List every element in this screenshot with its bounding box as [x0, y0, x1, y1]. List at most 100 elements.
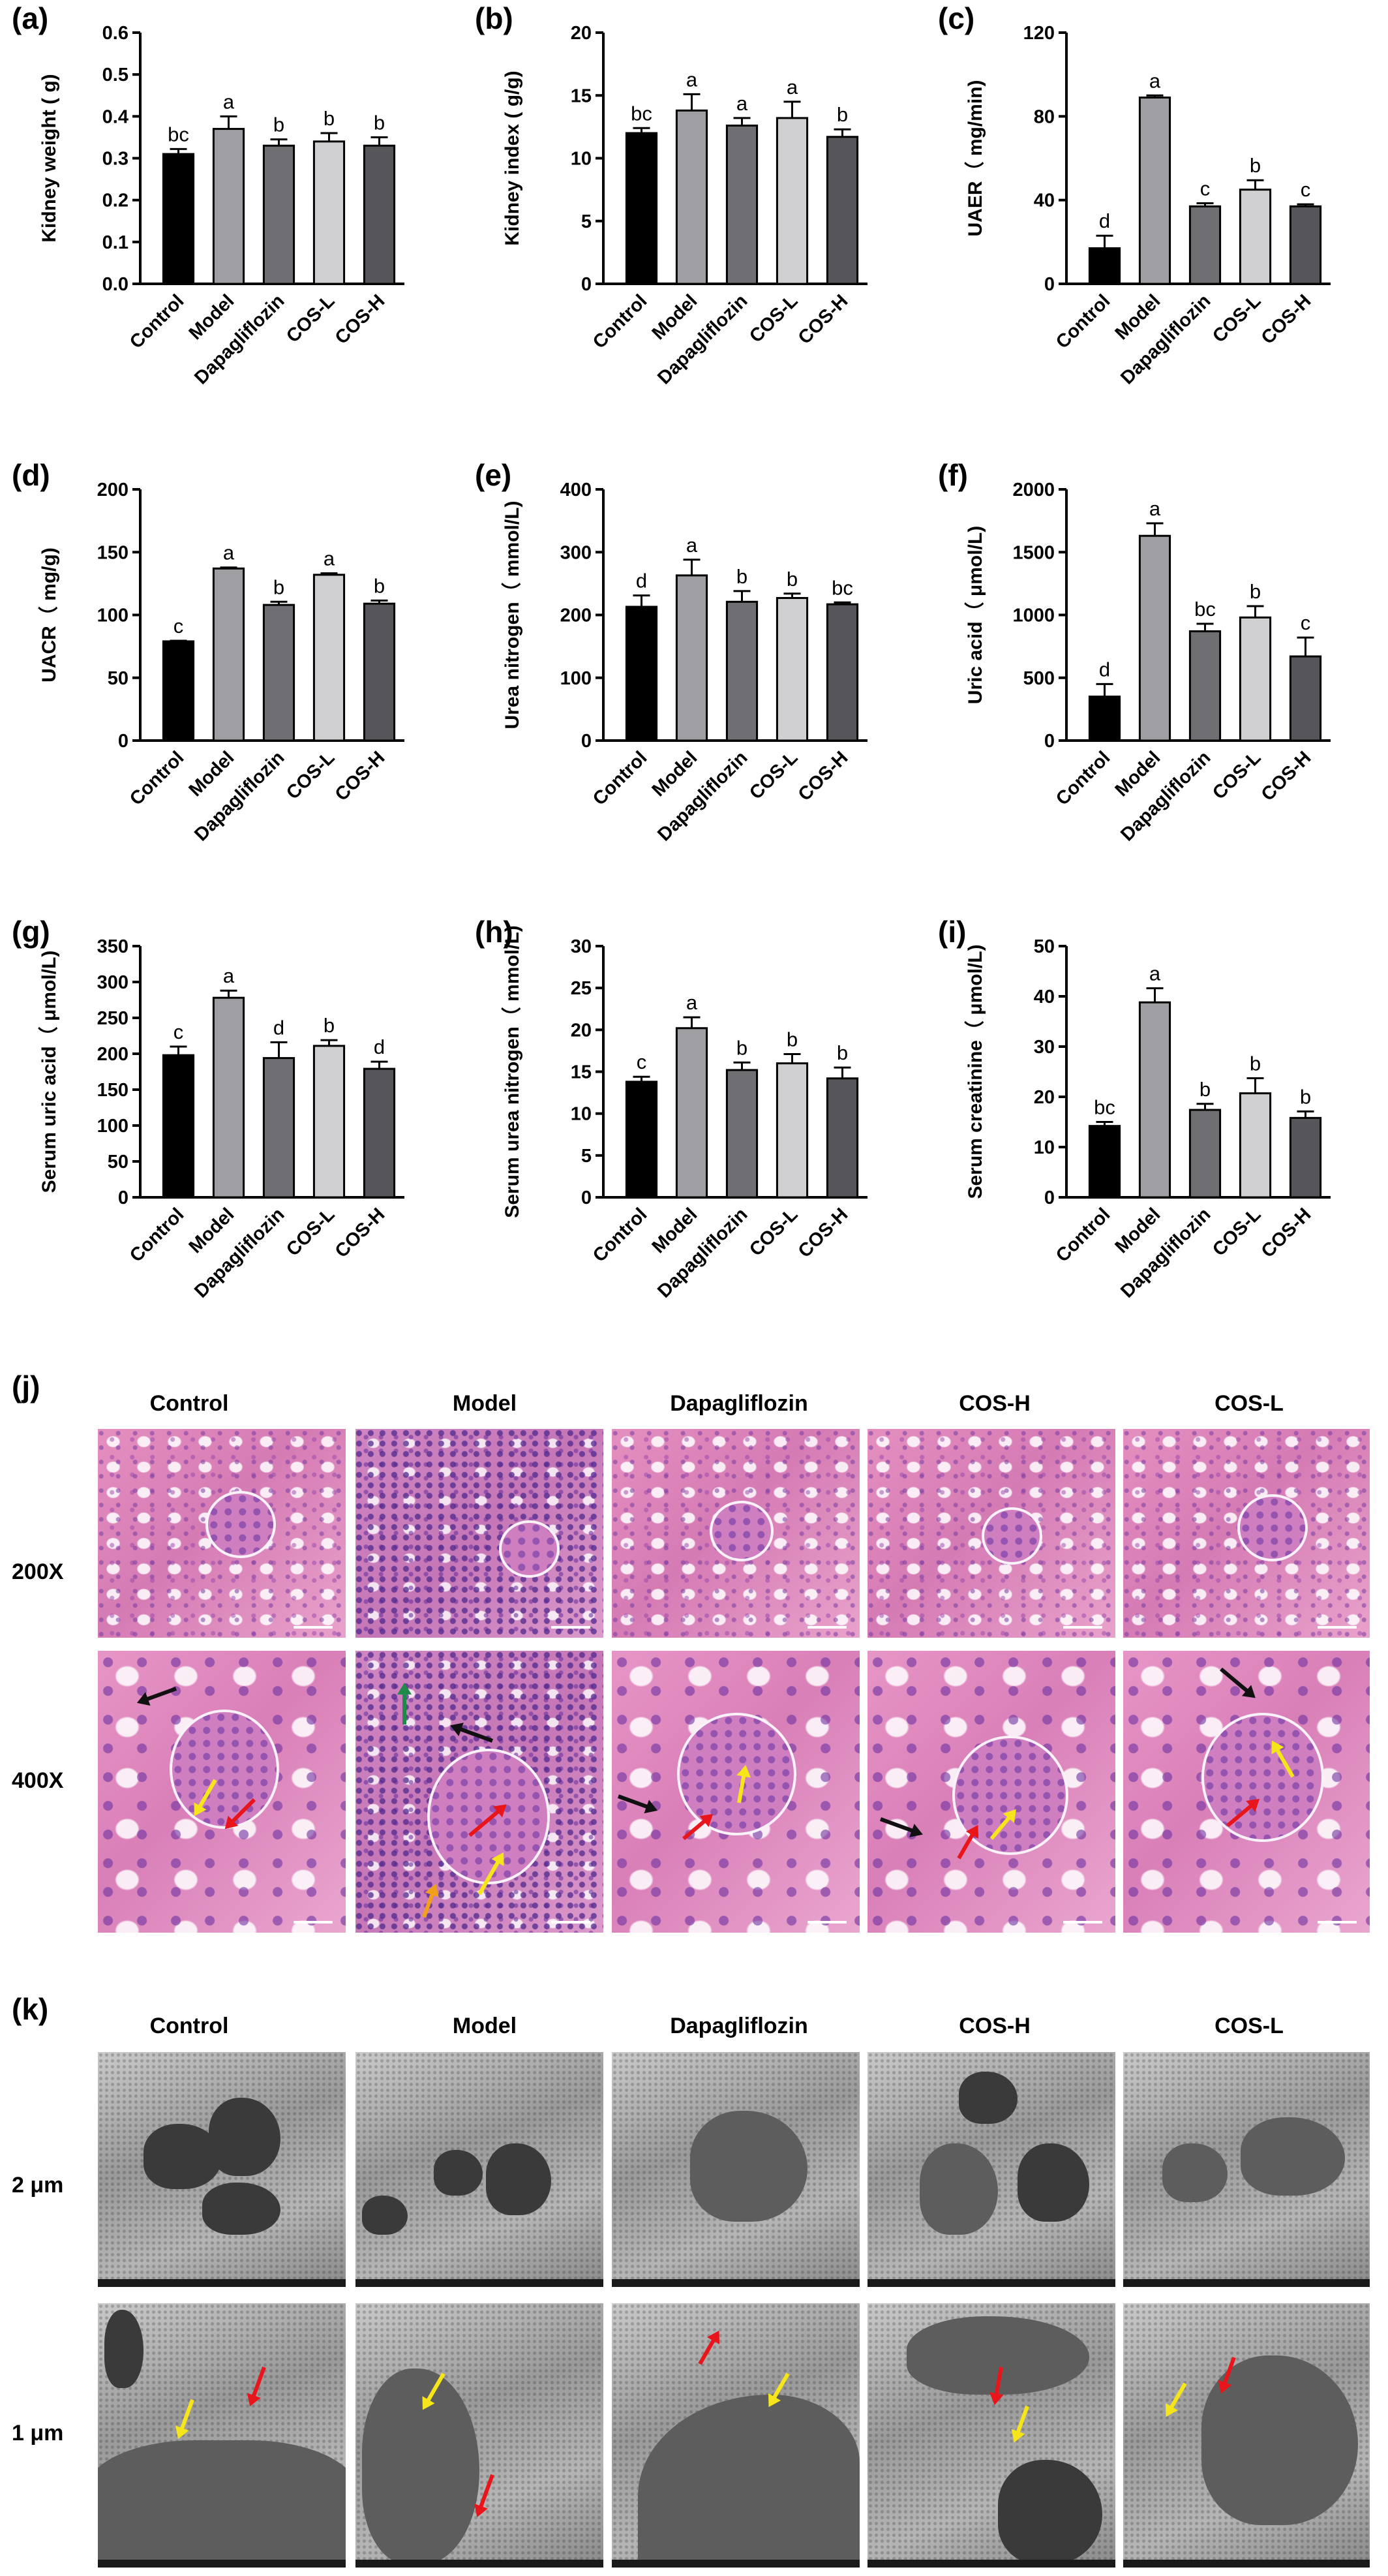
he-400x-dapagliflozin	[612, 1651, 860, 1933]
panel-k-col-model: Model	[452, 2014, 517, 2038]
y-tick-label: 40	[1034, 191, 1055, 211]
y-tick-label: 0	[118, 1188, 128, 1208]
significance-label: b	[787, 1028, 798, 1051]
yellow-arrow-icon	[1015, 2405, 1029, 2435]
significance-label: c	[1301, 611, 1311, 634]
significance-label: a	[1149, 962, 1161, 985]
panel-j-row-400x: 400X	[12, 1768, 64, 1793]
x-tick-label: COS-H	[331, 1204, 389, 1262]
tem-1um-dapagliflozin	[612, 2303, 860, 2568]
chart-a: (a) 0.0 0.1 0.2 0.3 0.4 0.5 0.6 Kidney weight ( …	[12, 1, 404, 389]
panel-k-col-control: Control	[149, 2014, 229, 2038]
y-tick-label: 15	[571, 85, 592, 106]
black-arrow-icon	[144, 1687, 177, 1702]
x-tick-label: COS-L	[746, 747, 802, 803]
bar	[1088, 696, 1121, 742]
x-tick-label: Control	[589, 747, 652, 810]
red-arrow-icon	[682, 1818, 708, 1841]
y-tick-label: 400	[560, 480, 592, 500]
y-tick-label: 300	[560, 542, 592, 563]
y-tick-label: 40	[1034, 987, 1055, 1007]
bar	[212, 128, 245, 285]
bar	[1239, 1092, 1272, 1199]
panel-j-col-cos-h: COS-H	[959, 1391, 1031, 1416]
y-tick-label: 0	[1044, 274, 1055, 295]
x-tick-label: Dapagliflozin	[190, 747, 288, 845]
significance-label: b	[1300, 1085, 1311, 1108]
significance-label: d	[636, 570, 647, 592]
x-tick-label: COS-L	[1209, 290, 1265, 346]
y-tick-label: 0.5	[102, 65, 128, 85]
significance-label: c	[637, 1050, 647, 1073]
bar	[162, 153, 195, 285]
bar	[1289, 1116, 1322, 1199]
y-tick-label: 100	[97, 1116, 128, 1137]
significance-label: a	[1149, 497, 1161, 520]
bar	[675, 109, 708, 285]
y-tick-label: 0.3	[102, 149, 128, 170]
x-tick-label: Control	[1052, 747, 1115, 810]
panel-k-col-cos-h: COS-H	[959, 2014, 1031, 2038]
y-tick-label: 0	[581, 274, 592, 295]
bar	[262, 144, 295, 285]
y-tick-label: 0.1	[102, 232, 128, 253]
y-tick-label: 50	[1034, 936, 1055, 957]
x-tick-label: Dapagliflozin	[654, 290, 751, 388]
y-axis-label: Serum uric acid（ μmol/L)	[38, 951, 60, 1193]
bar	[625, 1081, 658, 1199]
black-arrow-icon	[617, 1794, 650, 1809]
x-tick-label: Dapagliflozin	[190, 1204, 288, 1302]
significance-label: bc	[631, 102, 652, 125]
tem-2um-cos-l	[1123, 2052, 1370, 2287]
y-tick-label: 5	[581, 1146, 592, 1167]
y-tick-label: 30	[1034, 1037, 1055, 1058]
x-tick-label: COS-L	[282, 290, 339, 346]
significance-label: a	[686, 991, 698, 1014]
x-tick-label: Control	[126, 1204, 189, 1266]
significance-label: b	[1199, 1078, 1211, 1101]
bar	[725, 600, 759, 742]
significance-label: a	[686, 68, 698, 91]
panel-letter: (h)	[475, 915, 513, 949]
bar	[1138, 1001, 1171, 1199]
bar	[675, 1027, 708, 1199]
significance-label: a	[736, 92, 748, 115]
x-tick-label: Control	[589, 290, 652, 353]
bar	[826, 136, 859, 285]
panel-k-letter: (k)	[12, 1992, 49, 2026]
panel-letter: (b)	[475, 1, 513, 35]
significance-label: a	[686, 534, 698, 557]
bar	[776, 597, 809, 742]
bar	[1188, 630, 1222, 742]
bar	[725, 124, 759, 285]
x-tick-label: Dapagliflozin	[1117, 1204, 1214, 1302]
panel-j-col-control: Control	[149, 1391, 229, 1416]
y-axis-label: Uric acid（ μmol/L)	[964, 526, 986, 704]
red-arrow-icon	[478, 2474, 494, 2509]
significance-label: a	[223, 964, 235, 987]
panel-j-col-dapagliflozin: Dapagliflozin	[670, 1391, 808, 1416]
panel-j-row-200x: 200X	[12, 1559, 64, 1584]
y-axis-label: Serum creatinine（ μmol/L)	[964, 944, 986, 1199]
panel-letter: (f)	[938, 458, 968, 492]
significance-label: d	[1099, 658, 1110, 681]
y-axis-label: UACR（ mg/g)	[38, 547, 60, 682]
x-tick-label: COS-H	[1258, 1204, 1316, 1262]
significance-label: a	[223, 90, 235, 113]
y-tick-label: 500	[1023, 668, 1055, 689]
x-tick-label: COS-L	[1209, 1204, 1265, 1260]
chart-g: (g) 0 50 100 150 200 250 300 350 Serum uric acid（…	[12, 915, 404, 1302]
significance-label: b	[324, 1014, 335, 1037]
bar	[312, 140, 346, 285]
x-tick-label: COS-L	[746, 290, 802, 346]
significance-label: b	[736, 565, 747, 588]
bar	[675, 574, 708, 742]
tem-2um-control	[98, 2052, 346, 2287]
panel-letter: (c)	[938, 1, 974, 35]
significance-label: b	[1250, 1052, 1261, 1075]
bar	[776, 1062, 809, 1199]
significance-label: bc	[832, 576, 853, 599]
bar	[826, 603, 859, 742]
